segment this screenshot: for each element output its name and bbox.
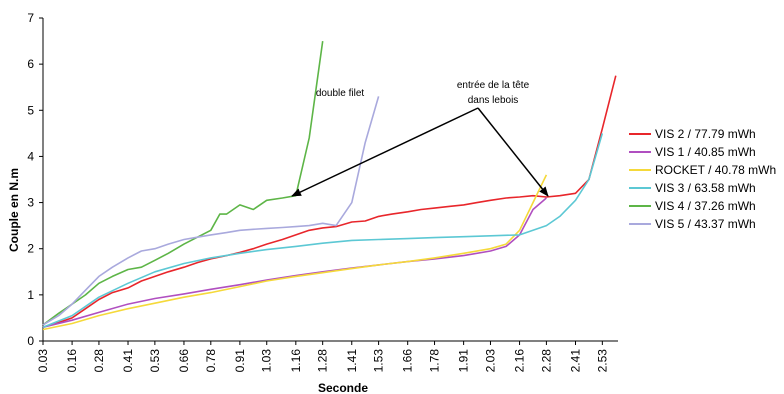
legend-label-5: VIS 4 / 37.26 mWh <box>655 199 756 213</box>
series-line-1 <box>42 75 617 328</box>
annotation-tete-line2: dans lebois <box>468 95 519 106</box>
series-group <box>42 40 617 331</box>
x-tick-label: 0.91 <box>233 349 247 373</box>
legend-label-6: VIS 5 / 43.37 mWh <box>655 217 756 231</box>
x-tick-label: 2.03 <box>483 349 497 373</box>
legend: VIS 2 / 77.79 mWh VIS 1 / 40.85 mWh ROCKET… <box>629 127 776 231</box>
x-tick-label: 1.78 <box>428 349 442 373</box>
y-axis-title: Couple en N.m <box>7 168 21 252</box>
x-tick-label: 0.16 <box>65 349 79 373</box>
series-line-2 <box>42 197 547 328</box>
y-tick-label: 0 <box>27 334 34 348</box>
series-line-6 <box>42 96 380 326</box>
x-tick-label: 0.78 <box>204 349 218 373</box>
annotation-double-filet: double filet <box>316 88 365 99</box>
legend-label-4: VIS 3 / 63.58 mWh <box>655 181 756 195</box>
x-tick-label: 1.03 <box>260 349 274 373</box>
x-tick-label: 1.28 <box>316 349 330 373</box>
x-tick-label: 1.41 <box>345 349 359 373</box>
y-tick-label: 7 <box>27 11 34 25</box>
x-tick-label: 1.91 <box>457 349 471 373</box>
y-tick-label: 5 <box>27 103 34 117</box>
legend-label-1: VIS 2 / 77.79 mWh <box>655 127 756 141</box>
series-line-3 <box>42 174 548 331</box>
annotations: double filet entrée de la tête dans lebo… <box>291 80 549 197</box>
x-tick-label: 0.53 <box>148 349 162 373</box>
x-tick-label: 0.41 <box>121 349 135 373</box>
x-tick-label: 2.53 <box>595 349 609 373</box>
annotation-arrow-right <box>477 107 549 197</box>
y-tick-label: 2 <box>27 242 34 256</box>
annotation-tete-line1: entrée de la tête <box>457 80 530 91</box>
y-tick-label: 3 <box>27 196 34 210</box>
x-tick-label: 1.66 <box>401 349 415 373</box>
x-tick-label: 0.66 <box>177 349 191 373</box>
y-tick-label: 4 <box>27 149 34 163</box>
legend-label-2: VIS 1 / 40.85 mWh <box>655 145 756 159</box>
x-tick-label: 0.28 <box>92 349 106 373</box>
axes: 0 1 2 3 4 5 6 7 0.03 0.16 0.28 0.41 0.53 0.66 0.78 0.91… <box>27 11 618 372</box>
series-line-4 <box>42 133 604 328</box>
x-tick-label: 2.16 <box>513 349 527 373</box>
y-tick-label: 6 <box>27 57 34 71</box>
annotation-arrow-left <box>291 107 479 197</box>
x-tick-label: 0.03 <box>36 349 50 373</box>
x-tick-label: 2.41 <box>568 349 582 373</box>
legend-label-3: ROCKET / 40.78 mWh <box>655 163 776 177</box>
x-tick-label: 1.16 <box>289 349 303 373</box>
series-line-5 <box>42 40 324 326</box>
x-axis-title: Seconde <box>318 381 368 394</box>
x-tick-label: 2.28 <box>539 349 553 373</box>
y-tick-label: 1 <box>27 288 34 302</box>
x-tick-label: 1.53 <box>372 349 386 373</box>
